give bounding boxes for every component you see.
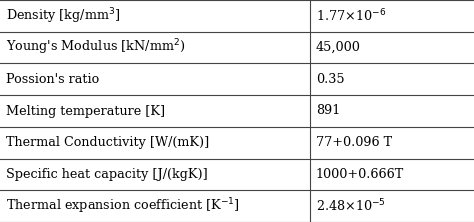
Text: Specific heat capacity [J/(kgK)]: Specific heat capacity [J/(kgK)] bbox=[6, 168, 208, 181]
Text: Thermal expansion coefficient [K$^{-1}$]: Thermal expansion coefficient [K$^{-1}$] bbox=[6, 196, 240, 216]
Text: Possion's ratio: Possion's ratio bbox=[6, 73, 99, 86]
Text: Young's Modulus [kN/mm$^2$): Young's Modulus [kN/mm$^2$) bbox=[6, 38, 185, 57]
Text: Melting temperature [K]: Melting temperature [K] bbox=[6, 105, 165, 117]
Text: 0.35: 0.35 bbox=[316, 73, 345, 86]
Text: 1.77×10$^{-6}$: 1.77×10$^{-6}$ bbox=[316, 8, 386, 24]
Text: Thermal Conductivity [W/(mK)]: Thermal Conductivity [W/(mK)] bbox=[6, 136, 209, 149]
Text: Density [kg/mm$^3$]: Density [kg/mm$^3$] bbox=[6, 6, 120, 26]
Text: 45,000: 45,000 bbox=[316, 41, 361, 54]
Text: 2.48×10$^{-5}$: 2.48×10$^{-5}$ bbox=[316, 198, 386, 214]
Text: 1000+0.666T: 1000+0.666T bbox=[316, 168, 404, 181]
Text: 77+0.096 T: 77+0.096 T bbox=[316, 136, 392, 149]
Text: 891: 891 bbox=[316, 105, 340, 117]
